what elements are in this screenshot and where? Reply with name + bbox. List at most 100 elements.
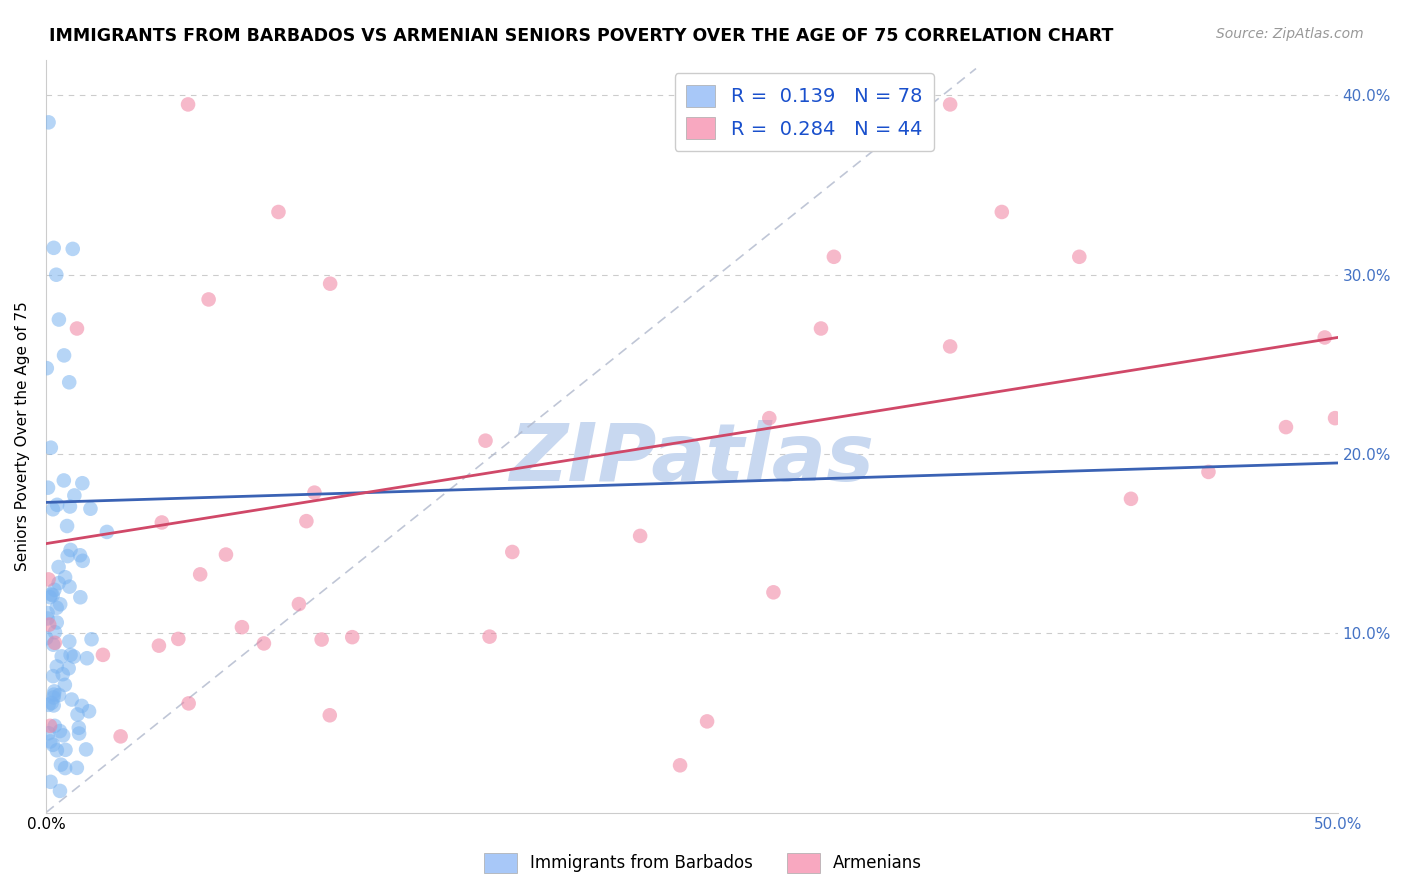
Point	[44, 719, 66, 733]
Point	[79, 501, 101, 516]
Point	[311, 632, 333, 647]
Point	[42, 738, 65, 752]
Point	[44, 684, 66, 698]
Point	[91, 648, 114, 662]
Point	[67, 726, 90, 740]
Point	[72, 554, 94, 568]
Point	[342, 630, 364, 644]
Point	[628, 529, 651, 543]
Point	[44, 625, 66, 640]
Point	[49, 724, 72, 739]
Point	[810, 321, 832, 335]
Point	[58, 580, 80, 594]
Point	[60, 692, 83, 706]
Point	[52, 728, 75, 742]
Point	[45, 268, 67, 282]
Point	[66, 707, 89, 722]
Point	[39, 774, 62, 789]
Point	[52, 474, 75, 488]
Point	[215, 548, 238, 562]
Point	[110, 730, 132, 744]
Point	[939, 97, 962, 112]
Point	[56, 549, 79, 563]
Point	[267, 205, 290, 219]
Point	[288, 597, 311, 611]
Point	[45, 600, 67, 615]
Point	[45, 743, 67, 757]
Point	[38, 726, 60, 740]
Point	[231, 620, 253, 634]
Point	[55, 743, 77, 757]
Point	[501, 545, 523, 559]
Point	[49, 597, 72, 611]
Legend: Immigrants from Barbados, Armenians: Immigrants from Barbados, Armenians	[477, 847, 929, 880]
Point	[696, 714, 718, 729]
Point	[38, 617, 60, 632]
Point	[48, 576, 70, 591]
Point	[39, 587, 62, 601]
Point	[939, 339, 962, 353]
Point	[1198, 465, 1220, 479]
Point	[41, 696, 63, 710]
Point	[295, 514, 318, 528]
Point	[53, 761, 76, 775]
Point	[42, 638, 65, 652]
Point	[478, 630, 501, 644]
Point	[38, 573, 60, 587]
Point	[42, 698, 65, 713]
Point	[1119, 491, 1142, 506]
Point	[42, 502, 65, 516]
Point	[56, 519, 79, 533]
Point	[62, 649, 84, 664]
Point	[76, 651, 98, 665]
Point	[67, 721, 90, 735]
Point	[758, 411, 780, 425]
Point	[59, 543, 82, 558]
Point	[42, 688, 65, 702]
Point	[48, 312, 70, 326]
Point	[197, 293, 219, 307]
Point	[69, 549, 91, 563]
Point	[1275, 420, 1298, 434]
Point	[1069, 250, 1091, 264]
Point	[35, 631, 58, 645]
Point	[48, 688, 70, 702]
Point	[80, 632, 103, 647]
Point	[319, 708, 342, 723]
Y-axis label: Seniors Poverty Over the Age of 75: Seniors Poverty Over the Age of 75	[15, 301, 30, 571]
Point	[44, 582, 66, 597]
Legend: R =  0.139   N = 78, R =  0.284   N = 44: R = 0.139 N = 78, R = 0.284 N = 44	[675, 73, 934, 151]
Point	[62, 242, 84, 256]
Text: IMMIGRANTS FROM BARBADOS VS ARMENIAN SENIORS POVERTY OVER THE AGE OF 75 CORRELAT: IMMIGRANTS FROM BARBADOS VS ARMENIAN SEN…	[49, 27, 1114, 45]
Point	[49, 784, 72, 798]
Point	[49, 757, 72, 772]
Point	[304, 485, 326, 500]
Point	[42, 241, 65, 255]
Point	[762, 585, 785, 599]
Point	[66, 761, 89, 775]
Point	[63, 488, 86, 502]
Point	[53, 348, 76, 362]
Point	[37, 481, 59, 495]
Point	[44, 636, 66, 650]
Point	[96, 524, 118, 539]
Point	[669, 758, 692, 772]
Point	[38, 115, 60, 129]
Point	[42, 669, 65, 683]
Point	[319, 277, 342, 291]
Point	[53, 570, 76, 584]
Point	[38, 698, 60, 712]
Point	[45, 615, 67, 630]
Point	[59, 648, 82, 662]
Point	[46, 498, 69, 512]
Point	[188, 567, 211, 582]
Text: Source: ZipAtlas.com: Source: ZipAtlas.com	[1216, 27, 1364, 41]
Point	[42, 588, 65, 602]
Point	[177, 697, 200, 711]
Point	[70, 698, 93, 713]
Point	[58, 661, 80, 675]
Point	[58, 376, 80, 390]
Point	[1324, 411, 1347, 425]
Point	[39, 590, 62, 604]
Point	[52, 667, 75, 681]
